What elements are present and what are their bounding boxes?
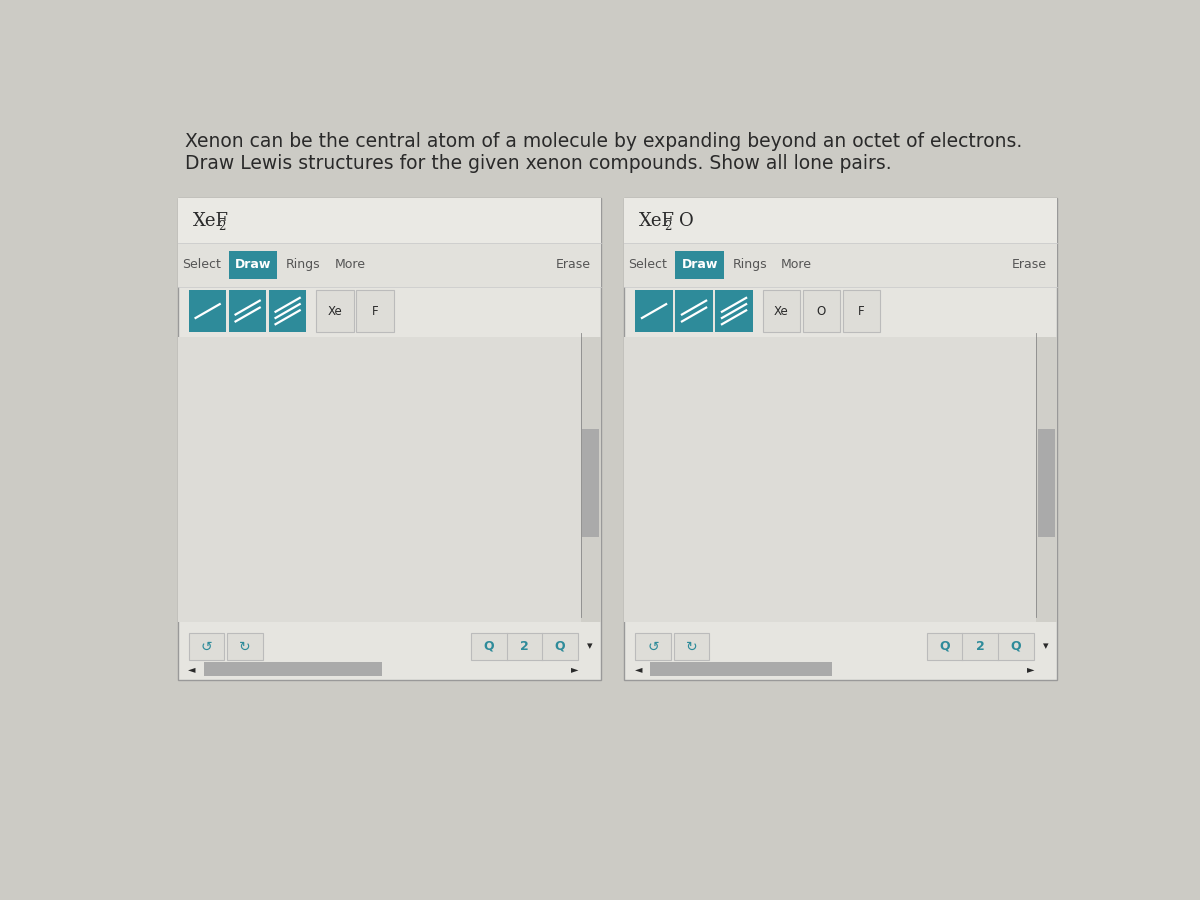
Bar <box>763 291 800 332</box>
Bar <box>227 633 263 661</box>
Bar <box>229 291 266 332</box>
Text: Draw: Draw <box>235 258 271 272</box>
Text: Draw: Draw <box>682 258 718 272</box>
Bar <box>229 251 277 279</box>
Text: More: More <box>781 258 812 272</box>
Text: XeF: XeF <box>193 212 229 230</box>
Bar <box>676 291 713 332</box>
Text: O: O <box>817 304 826 318</box>
Text: 2: 2 <box>520 640 529 653</box>
Bar <box>356 291 394 332</box>
Text: Select: Select <box>181 258 221 272</box>
Text: Select: Select <box>628 258 667 272</box>
Text: ▾: ▾ <box>1043 642 1049 652</box>
Text: 2: 2 <box>218 220 226 233</box>
Bar <box>803 291 840 332</box>
Text: O: O <box>679 212 694 230</box>
Text: Xe: Xe <box>774 304 788 318</box>
Bar <box>624 338 1037 622</box>
Bar <box>269 291 306 332</box>
Text: ◄: ◄ <box>635 664 642 674</box>
Text: Draw Lewis structures for the given xenon compounds. Show all lone pairs.: Draw Lewis structures for the given xeno… <box>185 155 892 174</box>
Text: Q: Q <box>484 640 494 653</box>
Text: Q: Q <box>1010 640 1021 653</box>
Text: ▾: ▾ <box>587 642 593 652</box>
Bar <box>317 291 354 332</box>
Bar <box>204 662 382 676</box>
Bar <box>624 198 1057 680</box>
Bar <box>582 428 599 536</box>
Text: 2: 2 <box>976 640 984 653</box>
Text: ►: ► <box>571 664 578 674</box>
Bar <box>178 198 601 680</box>
Text: F: F <box>372 304 378 318</box>
Text: Q: Q <box>554 640 565 653</box>
Bar <box>178 243 601 287</box>
Text: Xenon can be the central atom of a molecule by expanding beyond an octet of elec: Xenon can be the central atom of a molec… <box>185 132 1022 151</box>
Text: F: F <box>858 304 865 318</box>
Text: More: More <box>335 258 366 272</box>
Bar <box>624 198 1057 243</box>
Text: ↺: ↺ <box>200 640 212 653</box>
Text: ↻: ↻ <box>685 640 697 653</box>
Text: ↻: ↻ <box>239 640 251 653</box>
Bar <box>190 633 224 661</box>
Bar <box>1037 338 1057 622</box>
Text: Erase: Erase <box>556 258 590 272</box>
Bar <box>470 633 578 661</box>
Bar <box>636 291 673 332</box>
Text: ↺: ↺ <box>647 640 659 653</box>
Text: Erase: Erase <box>1012 258 1046 272</box>
Bar <box>178 198 601 243</box>
Bar <box>926 633 1033 661</box>
Bar <box>636 633 671 661</box>
Text: Q: Q <box>940 640 949 653</box>
Bar <box>650 662 832 676</box>
Text: Rings: Rings <box>732 258 767 272</box>
Bar <box>676 251 724 279</box>
Bar <box>842 291 880 332</box>
Text: ◄: ◄ <box>188 664 196 674</box>
Text: 2: 2 <box>665 220 672 233</box>
Bar <box>178 338 581 622</box>
Text: XeF: XeF <box>640 212 676 230</box>
Text: ►: ► <box>1027 664 1034 674</box>
Bar <box>1038 428 1055 536</box>
Bar <box>581 338 601 622</box>
Text: Xe: Xe <box>328 304 342 318</box>
Text: Rings: Rings <box>286 258 320 272</box>
Bar <box>673 633 709 661</box>
Bar <box>715 291 752 332</box>
Bar <box>190 291 227 332</box>
Bar <box>624 243 1057 287</box>
